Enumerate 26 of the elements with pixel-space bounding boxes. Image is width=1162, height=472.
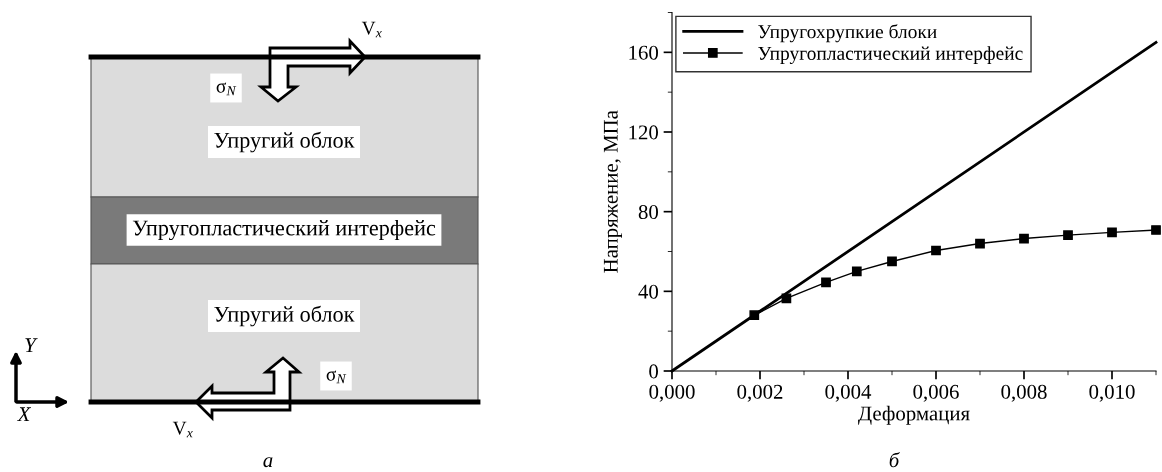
y-tick-label: 0 (649, 364, 659, 379)
text: б (889, 452, 900, 468)
x-tick-label: 0,002 (737, 384, 783, 402)
text: X (16, 407, 32, 422)
y-axis-title: Напряжение, МПа (603, 110, 622, 273)
y-tick-label: 80 (638, 205, 659, 220)
text: σ$_{N}$ (216, 82, 237, 96)
text: а (263, 457, 273, 468)
y-tick-label: 120 (629, 125, 659, 140)
legend-label: Упругохрупкие блоки (758, 24, 937, 43)
y-tick-label: 40 (638, 284, 659, 299)
text: V$_{x}$ (361, 21, 382, 38)
x-tick-label: 0,000 (649, 384, 695, 402)
text: σ$_{N}$ (326, 370, 347, 384)
text: Упругопластический интерфейс (132, 219, 436, 241)
text: V$_{x}$ (172, 421, 193, 438)
y-tick-label: 160 (629, 45, 659, 60)
x-tick-label: 0,008 (1001, 384, 1047, 402)
legend-label: Упругопластический интерфейс (758, 46, 1023, 64)
x-tick-label: 0,010 (1089, 384, 1135, 402)
x-tick-label: 0,004 (825, 384, 872, 402)
text: Y (25, 338, 38, 353)
text: Упругий облок (214, 131, 355, 153)
text: Упругий облок (214, 305, 355, 327)
x-tick-label: 0,006 (913, 384, 959, 402)
x-axis-title: Деформация (858, 405, 970, 425)
